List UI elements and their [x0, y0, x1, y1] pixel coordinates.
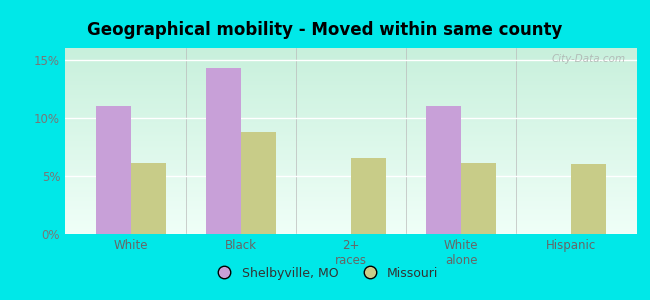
- Bar: [461, 163, 496, 234]
- Bar: [131, 163, 166, 234]
- Text: City-Data.com: City-Data.com: [551, 54, 625, 64]
- Bar: [241, 132, 276, 234]
- Bar: [351, 158, 386, 234]
- Text: Geographical mobility - Moved within same county: Geographical mobility - Moved within sam…: [87, 21, 563, 39]
- Legend: Shelbyville, MO, Missouri: Shelbyville, MO, Missouri: [207, 262, 443, 285]
- Bar: [571, 164, 606, 234]
- Bar: [96, 106, 131, 234]
- Bar: [426, 106, 461, 234]
- Bar: [206, 68, 241, 234]
